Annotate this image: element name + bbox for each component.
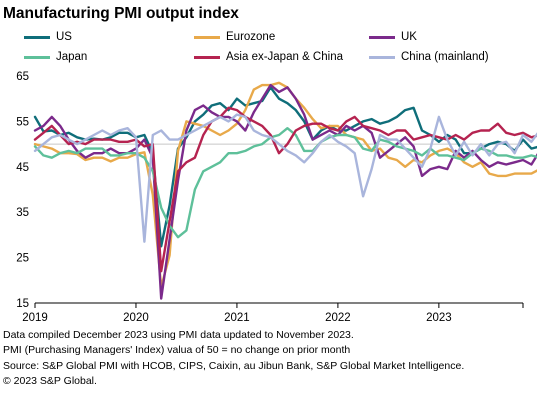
x-tick-label: 2019 xyxy=(22,312,48,324)
legend-item-us: US xyxy=(24,31,72,43)
legend-swatch xyxy=(369,35,395,39)
legend-swatch xyxy=(369,55,395,59)
series-line-eurozone xyxy=(33,81,537,289)
y-tick-label: 55 xyxy=(16,116,29,128)
legend-swatch xyxy=(24,35,50,39)
legend-swatch xyxy=(24,55,50,59)
footnote-pmi-definition: PMI (Purchasing Managers' Index) valua o… xyxy=(3,344,351,357)
footnote-copyright: © 2023 S&P Global. xyxy=(3,374,97,387)
chart-legend: US Eurozone UK Japan Asia ex-Japan & Chi… xyxy=(0,30,537,70)
x-tick-label: 2023 xyxy=(426,312,452,324)
legend-label: Japan xyxy=(56,51,88,63)
series-line-us xyxy=(33,86,537,248)
footnote-data-compiled: Data compiled December 2023 using PMI da… xyxy=(3,329,354,341)
series-line-uk xyxy=(33,83,537,300)
y-tick-label: 35 xyxy=(16,207,29,219)
legend-label: Eurozone xyxy=(226,31,276,43)
legend-swatch xyxy=(194,55,220,59)
chart-footnotes: Data compiled December 2023 using PMI da… xyxy=(3,328,464,389)
legend-item-asia-ex-japan-china: Asia ex-Japan & China xyxy=(194,51,343,63)
x-tick-label: 2020 xyxy=(123,312,149,324)
legend-label: China (mainland) xyxy=(401,51,489,63)
x-tick-label: 2022 xyxy=(325,312,351,324)
series-line-asia-ex-japan-china xyxy=(33,106,537,273)
legend-item-china-mainland: China (mainland) xyxy=(369,51,489,63)
legend-swatch xyxy=(194,35,220,39)
legend-label: UK xyxy=(401,31,417,43)
y-tick-label: 25 xyxy=(16,253,29,265)
legend-label: Asia ex-Japan & China xyxy=(226,51,343,63)
legend-item-japan: Japan xyxy=(24,51,87,63)
y-tick-label: 65 xyxy=(16,71,29,83)
legend-item-eurozone: Eurozone xyxy=(194,31,275,43)
footnote-source: Source: S&P Global PMI with HCOB, CIPS, … xyxy=(3,359,465,372)
series-line-china-mainland xyxy=(33,113,537,243)
legend-item-uk: UK xyxy=(369,31,417,43)
y-tick-label: 45 xyxy=(16,162,29,174)
series-line-japan xyxy=(33,127,537,239)
line-chart: 15 25 35 45 55 65 2019 2020 2021 2022 2023 xyxy=(16,71,537,324)
chart-title: Manufacturing PMI output index xyxy=(3,5,239,22)
y-tick-label: 15 xyxy=(16,298,29,310)
legend-label: US xyxy=(56,31,72,43)
x-tick-label: 2021 xyxy=(224,312,250,324)
